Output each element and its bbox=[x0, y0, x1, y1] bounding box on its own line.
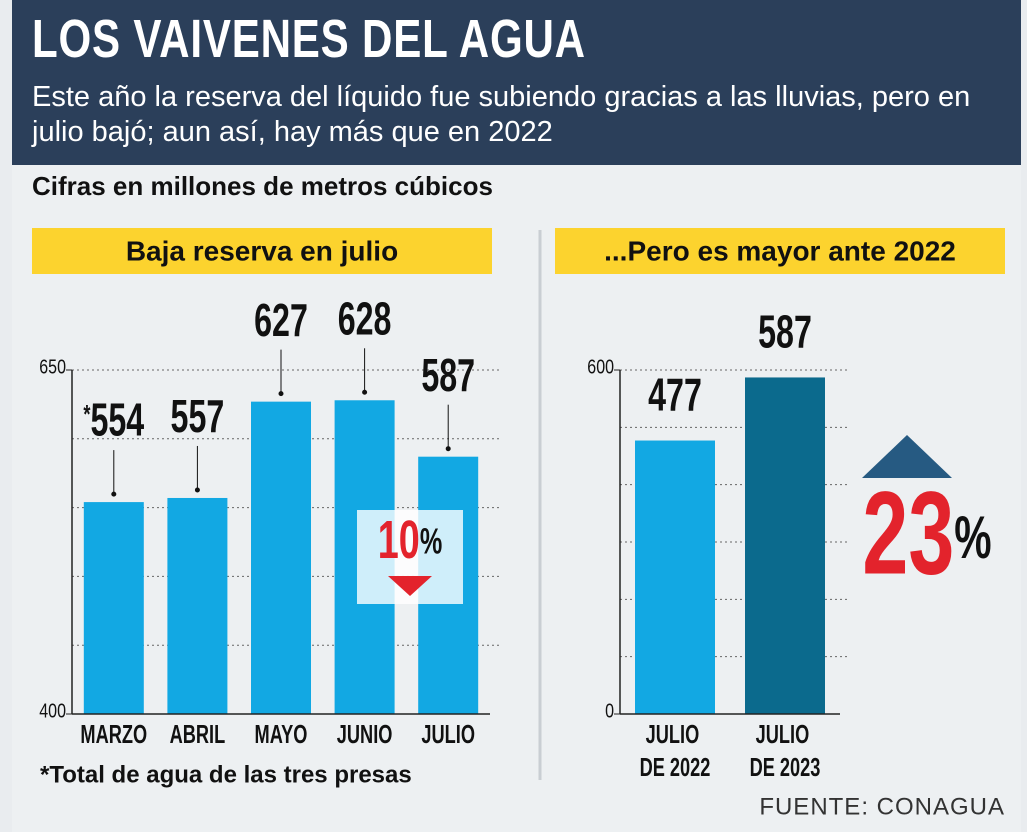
y-tick-label: 650 bbox=[39, 356, 66, 378]
value-label: 627 bbox=[254, 295, 308, 346]
chart-title-box bbox=[555, 228, 1005, 274]
value-label: 557 bbox=[171, 392, 225, 443]
x-tick-label: MAYO bbox=[255, 720, 308, 749]
bar bbox=[167, 497, 228, 714]
value-label: 587 bbox=[758, 307, 812, 358]
x-tick-label: MARZO bbox=[80, 720, 147, 749]
change-label: 10% bbox=[378, 510, 442, 570]
footnote: *Total de agua de las tres presas bbox=[40, 761, 412, 788]
bar bbox=[745, 377, 825, 714]
leader-dot bbox=[278, 391, 284, 397]
x-tick-label: JULIO DE 2022 bbox=[640, 720, 711, 782]
bar bbox=[635, 440, 715, 714]
title: LOS VAIVENES DEL AGUA bbox=[32, 9, 586, 69]
value-label: 477 bbox=[648, 370, 702, 421]
chart-title: ...Pero es mayor ante 2022 bbox=[604, 235, 956, 266]
bar bbox=[83, 502, 144, 714]
chart-title: Baja reserva en julio bbox=[126, 235, 398, 266]
change-arrow bbox=[388, 576, 432, 596]
source: FUENTE: CONAGUA bbox=[759, 793, 1005, 820]
x-tick-label: JUNIO bbox=[337, 720, 393, 749]
leader-dot bbox=[194, 487, 200, 493]
change-arrow bbox=[862, 435, 952, 478]
leader-dot bbox=[111, 491, 117, 497]
x-tick-label: ABRIL bbox=[170, 720, 226, 749]
x-tick-label: JULIO DE 2023 bbox=[750, 720, 821, 782]
subtitle: Este año la reserva del líquido fue subi… bbox=[32, 81, 971, 148]
change-label: 23% bbox=[862, 467, 991, 599]
leader-dot bbox=[362, 389, 368, 395]
y-tick-label: 0 bbox=[605, 700, 614, 722]
value-label: *554 bbox=[83, 396, 144, 447]
bar bbox=[251, 401, 311, 714]
y-tick-label: 400 bbox=[39, 700, 66, 722]
value-label: 628 bbox=[338, 294, 392, 345]
header: LOS VAIVENES DEL AGUA Este año la reserv… bbox=[12, 0, 1021, 165]
x-tick-label: JULIO bbox=[421, 720, 475, 749]
value-label: 587 bbox=[421, 350, 475, 401]
y-tick-label: 600 bbox=[587, 356, 614, 378]
units-note: Cifras en millones de metros cúbicos bbox=[32, 171, 493, 201]
leader-dot bbox=[445, 446, 451, 452]
chart-title-box bbox=[32, 228, 492, 274]
